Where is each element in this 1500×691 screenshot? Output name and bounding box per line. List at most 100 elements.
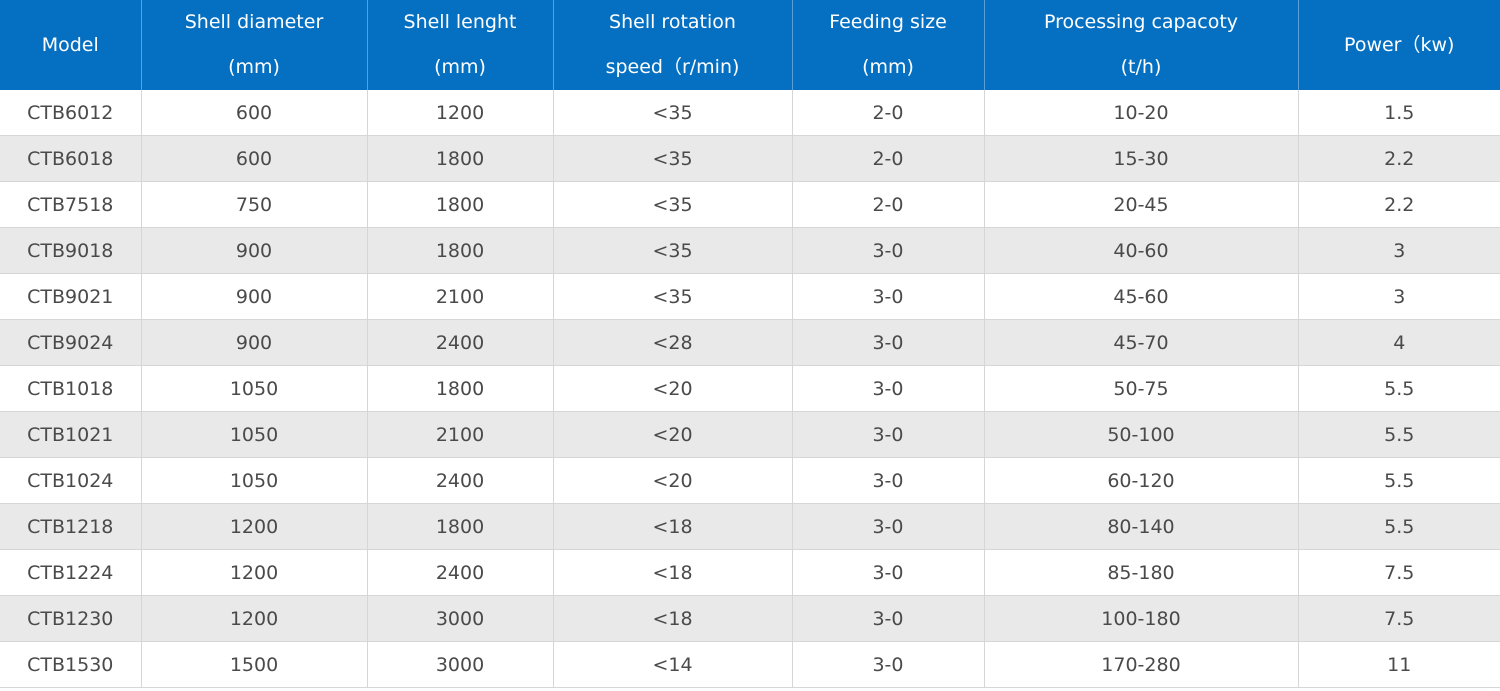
header-cell: Shell lenght (mm)	[366, 0, 553, 90]
table-cell: CTB1021	[0, 411, 141, 458]
header-cell: Power（kw)	[1297, 0, 1500, 90]
header-cell: Processing capacoty (t/h)	[983, 0, 1298, 90]
table-cell: 10-20	[983, 90, 1298, 136]
table-cell: CTB1018	[0, 365, 141, 412]
table-cell: 45-70	[983, 319, 1298, 366]
table-cell: 1.5	[1297, 90, 1500, 136]
table-cell: CTB1230	[0, 595, 141, 642]
table-cell: 1800	[366, 135, 553, 182]
table-cell: 750	[140, 181, 367, 228]
table-cell: 3-0	[791, 227, 984, 274]
table-cell: 3-0	[791, 319, 984, 366]
table-cell: 5.5	[1297, 503, 1500, 550]
table-cell: CTB6012	[0, 90, 141, 136]
table-cell: 600	[140, 90, 367, 136]
table-row: CTB9024 900 2400 <28 3-0 45-70 4	[0, 319, 1500, 366]
table-row: CTB6018 600 1800 <35 2-0 15-30 2.2	[0, 135, 1500, 182]
table-cell: 2400	[366, 319, 553, 366]
table-cell: 900	[140, 319, 367, 366]
header-text: Shell diameter	[184, 11, 324, 33]
table-row: CTB1224 1200 2400 <18 3-0 85-180 7.5	[0, 549, 1500, 596]
table-cell: 15-30	[983, 135, 1298, 182]
header-text: (mm)	[228, 56, 280, 78]
table-row: CTB6012 600 1200 <35 2-0 10-20 1.5	[0, 90, 1500, 136]
table-cell: 2.2	[1297, 181, 1500, 228]
table-cell: CTB1224	[0, 549, 141, 596]
table-row: CTB1024 1050 2400 <20 3-0 60-120 5.5	[0, 457, 1500, 504]
table-cell: 3	[1297, 273, 1500, 320]
header-cell: Shell diameter (mm)	[140, 0, 367, 90]
table-cell: <18	[552, 595, 792, 642]
table-cell: <20	[552, 365, 792, 412]
table-cell: <35	[552, 181, 792, 228]
header-text: Shell lenght	[403, 11, 517, 33]
table-cell: 3-0	[791, 549, 984, 596]
table-cell: <35	[552, 135, 792, 182]
header-text: Shell rotation	[609, 11, 736, 33]
table-cell: CTB9021	[0, 273, 141, 320]
table-header: Model Shell diameter (mm) Shell lenght (mm) S…	[0, 0, 1500, 90]
table-row: CTB9018 900 1800 <35 3-0 40-60 3	[0, 227, 1500, 274]
table-cell: 5.5	[1297, 365, 1500, 412]
table-cell: <14	[552, 641, 792, 688]
table-cell: <18	[552, 549, 792, 596]
table-cell: 2100	[366, 411, 553, 458]
table-cell: 3-0	[791, 503, 984, 550]
header-text: Processing capacoty	[1043, 11, 1239, 33]
table-cell: CTB1218	[0, 503, 141, 550]
header-text: Power（kw)	[1344, 33, 1455, 56]
table-cell: 3-0	[791, 411, 984, 458]
table-cell: 50-100	[983, 411, 1298, 458]
table-cell: 2-0	[791, 90, 984, 136]
table-cell: 900	[140, 273, 367, 320]
table-row: CTB1021 1050 2100 <20 3-0 50-100 5.5	[0, 411, 1500, 458]
table-cell: 45-60	[983, 273, 1298, 320]
table-cell: <35	[552, 227, 792, 274]
table-row: CTB7518 750 1800 <35 2-0 20-45 2.2	[0, 181, 1500, 228]
header-text: (t/h)	[1120, 56, 1162, 78]
table-cell: <35	[552, 90, 792, 136]
table-cell: <20	[552, 457, 792, 504]
table-cell: 3-0	[791, 595, 984, 642]
table-cell: 7.5	[1297, 595, 1500, 642]
table-cell: 7.5	[1297, 549, 1500, 596]
table-cell: <20	[552, 411, 792, 458]
table-cell: <35	[552, 273, 792, 320]
table-cell: 3000	[366, 641, 553, 688]
header-row: Model Shell diameter (mm) Shell lenght (mm) S…	[0, 0, 1500, 90]
table-row: CTB9021 900 2100 <35 3-0 45-60 3	[0, 273, 1500, 320]
table-row: CTB1230 1200 3000 <18 3-0 100-180 7.5	[0, 595, 1500, 642]
table-cell: CTB9024	[0, 319, 141, 366]
table-cell: 1200	[140, 549, 367, 596]
table-cell: 1800	[366, 181, 553, 228]
table-row: CTB1530 1500 3000 <14 3-0 170-280 11	[0, 641, 1500, 688]
table-cell: CTB1024	[0, 457, 141, 504]
table-cell: CTB1530	[0, 641, 141, 688]
header-text: speed（r/min)	[605, 56, 740, 78]
table-cell: 2-0	[791, 135, 984, 182]
table-cell: CTB6018	[0, 135, 141, 182]
header-text: Model	[41, 33, 99, 56]
table-cell: 1800	[366, 227, 553, 274]
header-text: Feeding size	[829, 11, 947, 33]
table-cell: 4	[1297, 319, 1500, 366]
table-cell: 3	[1297, 227, 1500, 274]
table-cell: 5.5	[1297, 411, 1500, 458]
table-cell: 1200	[366, 90, 553, 136]
table-cell: 1050	[140, 365, 367, 412]
table-cell: 20-45	[983, 181, 1298, 228]
table-cell: 170-280	[983, 641, 1298, 688]
table-cell: <18	[552, 503, 792, 550]
table-cell: 2-0	[791, 181, 984, 228]
table-cell: 3-0	[791, 273, 984, 320]
table-cell: 2100	[366, 273, 553, 320]
table-cell: 1200	[140, 595, 367, 642]
table-cell: 1050	[140, 457, 367, 504]
table-cell: 3-0	[791, 641, 984, 688]
table-body: CTB6012 600 1200 <35 2-0 10-20 1.5 CTB6018 600 18…	[0, 90, 1500, 688]
table-cell: CTB7518	[0, 181, 141, 228]
table-cell: <28	[552, 319, 792, 366]
table-cell: 3-0	[791, 457, 984, 504]
